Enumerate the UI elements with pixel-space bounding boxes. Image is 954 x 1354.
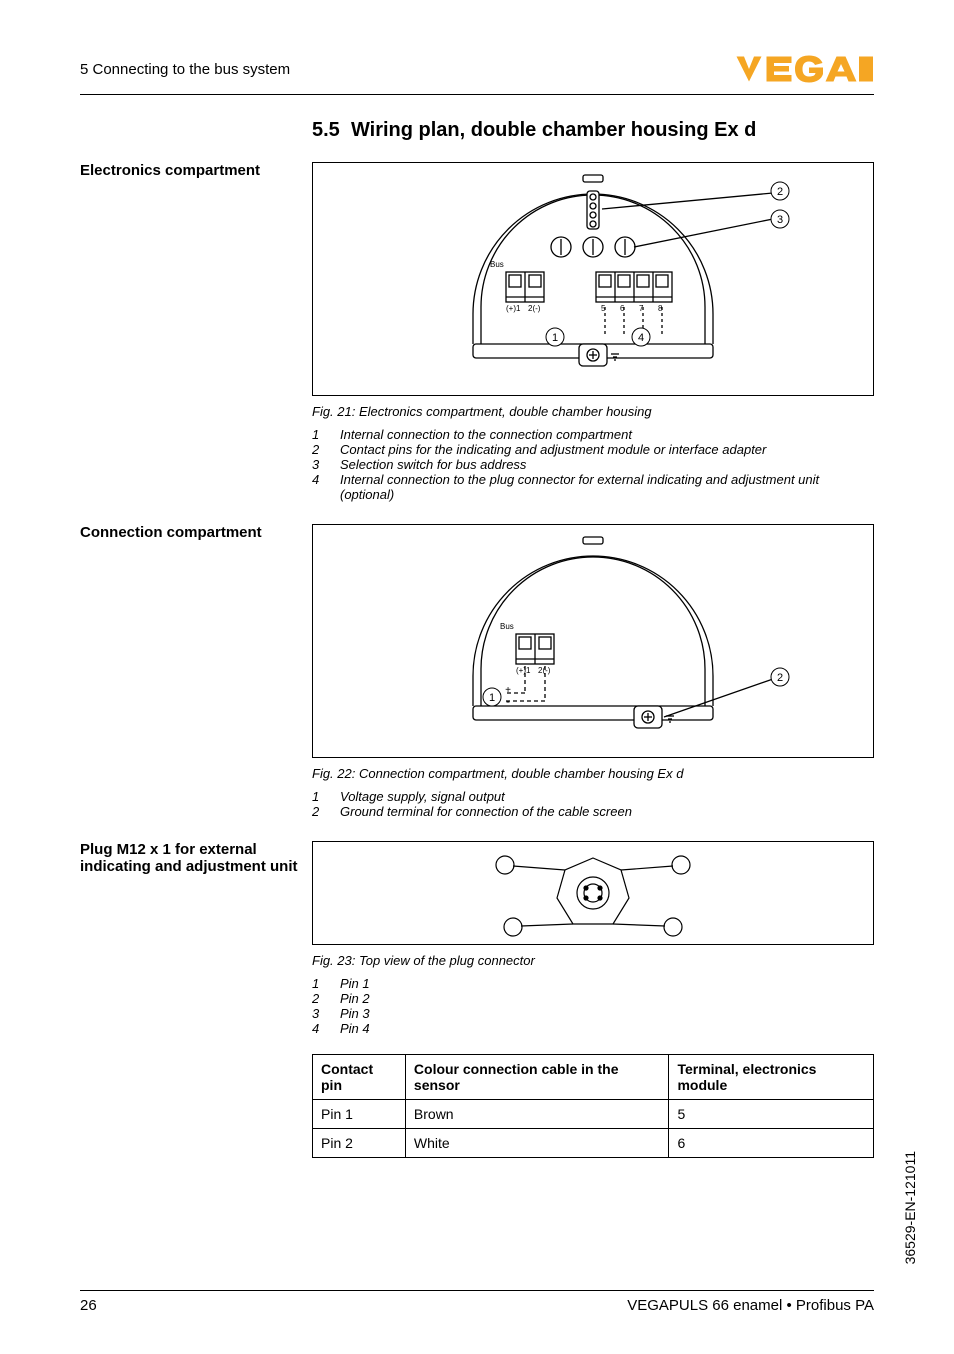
svg-text:2(-): 2(-) [538, 666, 551, 675]
document-code: 36529-EN-121011 [902, 1151, 918, 1264]
table-row: Pin 2 White 6 [313, 1129, 874, 1158]
svg-text:2: 2 [777, 186, 783, 198]
svg-text:Bus: Bus [490, 260, 504, 269]
svg-text:(+)1: (+)1 [516, 666, 531, 675]
page-number: 26 [80, 1297, 97, 1314]
fig21-caption: Fig. 21: Electronics compartment, double… [312, 404, 874, 419]
chapter-title: 5 Connecting to the bus system [80, 61, 290, 78]
sidehead-connection: Connection compartment [80, 524, 312, 541]
section-number: 5.5 [312, 119, 340, 141]
fig22-caption: Fig. 22: Connection compartment, double … [312, 766, 874, 781]
th-colour: Colour connection cable in the sensor [405, 1055, 669, 1100]
svg-text:7: 7 [639, 304, 644, 313]
product-name: VEGAPULS 66 enamel • Profibus PA [627, 1297, 874, 1314]
svg-text:(+)1: (+)1 [506, 304, 521, 313]
figure-22: 1 2 + - Bus (+)1 2(-) [312, 524, 874, 758]
svg-text:8: 8 [658, 304, 663, 313]
electronics-compartment-diagram: 2 3 1 4 Bus (+)1 2(-) 5 6 7 8 [378, 169, 808, 389]
svg-text:1: 1 [489, 692, 495, 704]
pin-table: Contact pin Colour connection cable in t… [312, 1054, 874, 1158]
sidehead-electronics: Electronics compartment [80, 162, 312, 179]
page-footer: 26 VEGAPULS 66 enamel • Profibus PA [80, 1290, 874, 1314]
section-title-text: Wiring plan, double chamber housing Ex d [351, 119, 756, 141]
table-row: Pin 1 Brown 5 [313, 1100, 874, 1129]
fig22-legend: 1Voltage supply, signal output 2Ground t… [312, 789, 874, 819]
page-header: 5 Connecting to the bus system [80, 50, 874, 95]
svg-text:Bus: Bus [500, 622, 514, 631]
svg-text:-: - [506, 694, 510, 708]
svg-text:6: 6 [620, 304, 625, 313]
plug-connector-diagram [443, 848, 743, 938]
svg-text:2: 2 [777, 672, 783, 684]
fig23-legend: 1Pin 1 2Pin 2 3Pin 3 4Pin 4 [312, 976, 874, 1036]
vega-logo [734, 50, 874, 88]
connection-compartment-diagram: 1 2 + - Bus (+)1 2(-) [378, 531, 808, 751]
th-terminal: Terminal, electronics module [669, 1055, 874, 1100]
svg-text:5: 5 [601, 304, 606, 313]
section-heading: 5.5 Wiring plan, double chamber housing … [312, 119, 874, 142]
svg-text:4: 4 [638, 332, 644, 344]
fig23-caption: Fig. 23: Top view of the plug connector [312, 953, 874, 968]
svg-text:2(-): 2(-) [528, 304, 541, 313]
svg-text:3: 3 [777, 214, 783, 226]
svg-text:1: 1 [552, 332, 558, 344]
figure-21: 2 3 1 4 Bus (+)1 2(-) 5 6 7 8 [312, 162, 874, 396]
figure-23 [312, 841, 874, 945]
sidehead-plug: Plug M12 x 1 for external indicating and… [80, 841, 312, 875]
th-contact-pin: Contact pin [313, 1055, 406, 1100]
fig21-legend: 1Internal connection to the connection c… [312, 427, 874, 502]
